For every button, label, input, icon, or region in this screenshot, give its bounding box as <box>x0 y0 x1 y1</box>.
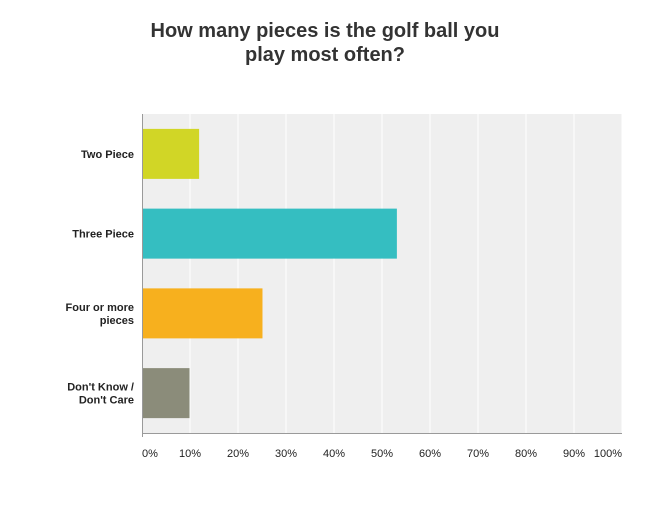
x-tick-label: 60% <box>419 448 441 460</box>
x-tick-label: 40% <box>323 448 345 460</box>
x-tick-label: 100% <box>594 448 622 460</box>
x-tick-label: 80% <box>515 448 537 460</box>
bar <box>143 368 190 419</box>
x-tick-label: 20% <box>227 448 249 460</box>
category-label: pieces <box>100 315 134 327</box>
category-label: Don't Care <box>79 395 134 407</box>
category-label: Don't Know / <box>67 382 134 394</box>
x-tick-label: 70% <box>467 448 489 460</box>
x-tick-label: 30% <box>275 448 297 460</box>
x-tick-label: 50% <box>371 448 393 460</box>
chart-title-line-1: How many pieces is the golf ball you <box>150 20 500 42</box>
x-tick-label: 0% <box>142 448 158 460</box>
category-label: Three Piece <box>72 229 134 241</box>
bar <box>143 128 200 179</box>
bar <box>143 208 397 259</box>
bar <box>143 288 263 339</box>
chart-title: How many pieces is the golf ball you pla… <box>120 19 530 67</box>
chart-title-line-2: play most often? <box>244 44 405 66</box>
x-tick-label: 90% <box>563 448 585 460</box>
x-tick-label: 10% <box>179 448 201 460</box>
category-label: Two Piece <box>81 149 134 161</box>
category-label: Four or more <box>66 302 134 314</box>
